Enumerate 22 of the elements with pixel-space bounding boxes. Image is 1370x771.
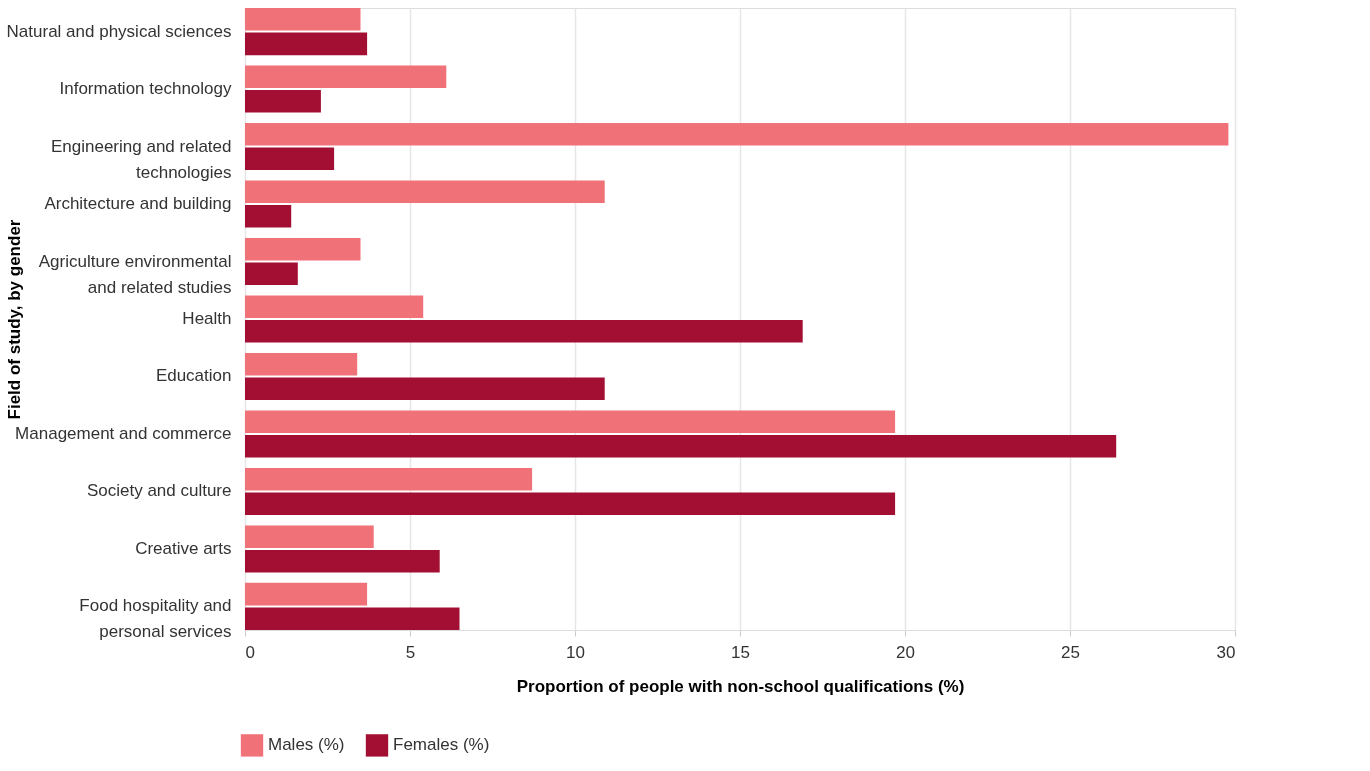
y-tick-label: Society and culture xyxy=(86,481,232,501)
legend-label: Females (%) xyxy=(393,735,490,755)
y-tick-label: Education xyxy=(155,366,232,386)
y-tick-label: Food hospitality and personal services xyxy=(79,596,232,642)
x-tick-label: 20 xyxy=(896,642,915,662)
x-tick-label: 0 xyxy=(245,642,255,662)
x-tick-label: 15 xyxy=(731,642,750,662)
x-axis-title: Proportion of people with non-school qualifications (%) xyxy=(516,676,965,696)
y-tick-label: Architecture and building xyxy=(44,194,232,214)
x-tick-label: 30 xyxy=(1216,642,1236,662)
y-tick-label: Management and commerce xyxy=(15,423,232,443)
y-tick-label: Natural and physical sciences xyxy=(6,21,232,41)
legend-label: Males (%) xyxy=(268,735,345,755)
y-axis-title: Field of study, by gender xyxy=(4,219,24,420)
x-tick-label: 5 xyxy=(405,642,416,662)
x-tick-label: 10 xyxy=(566,642,585,662)
y-tick-label: Creative arts xyxy=(135,538,232,558)
y-tick-label: Information technology xyxy=(59,79,232,99)
y-tick-label: Agriculture environmental and related studies xyxy=(38,251,232,297)
y-tick-label: Engineering and related technologies xyxy=(50,136,232,182)
y-tick-label: Health xyxy=(182,309,232,328)
x-tick-label: 25 xyxy=(1061,642,1080,662)
